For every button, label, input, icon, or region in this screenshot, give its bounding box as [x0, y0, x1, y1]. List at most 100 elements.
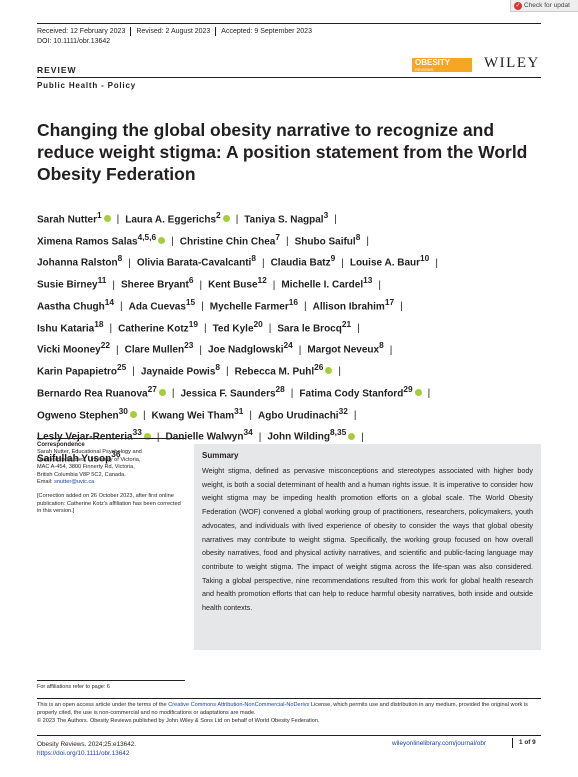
author-name[interactable]: Kwang Wei Tham [151, 409, 235, 421]
author-name[interactable]: Laura A. Eggerichs [125, 214, 217, 226]
author-affiliation[interactable]: 28 [275, 383, 285, 394]
author-affiliation[interactable]: 36 [111, 449, 121, 460]
author-affiliation[interactable]: 31 [234, 405, 244, 416]
author-affiliation[interactable]: 32 [338, 405, 348, 416]
author-name[interactable]: Ximena Ramos Salas [37, 236, 138, 248]
email-link[interactable]: snutter@uvic.ca [54, 479, 95, 486]
author-name[interactable]: Louise A. Baur [349, 257, 421, 269]
author-affiliation[interactable]: 6 [188, 275, 194, 286]
author-name[interactable]: Jaynaide Powis [140, 366, 216, 378]
orcid-icon[interactable] [348, 432, 356, 440]
author-affiliation[interactable]: 13 [363, 275, 373, 286]
author-affiliation[interactable]: 15 [185, 296, 196, 307]
doi-link[interactable]: https://doi.org/10.1111/obr.13642 [37, 750, 130, 757]
author-name[interactable]: Shubo Saiful [294, 236, 356, 248]
author-affiliation[interactable]: 26 [314, 362, 324, 373]
journal-site-link[interactable]: wileyonlinelibrary.com/journal/obr [392, 740, 487, 747]
author-name[interactable]: Lesly Vejar-Renteria [37, 431, 133, 443]
obesity-reviews-logo: OBESITY REVIEWS [412, 58, 472, 72]
author-affiliation[interactable]: 8 [117, 253, 123, 264]
author-name[interactable]: Karin Papapietro [37, 366, 118, 378]
author-affiliation[interactable]: 9 [330, 253, 336, 264]
author-name[interactable]: Ted Kyle [212, 323, 254, 334]
author-affiliation[interactable]: 18 [94, 318, 104, 329]
orcid-icon[interactable] [222, 215, 230, 223]
author-affiliation[interactable]: 1 [97, 210, 102, 220]
author-affiliation[interactable]: 8 [379, 340, 384, 351]
author-name[interactable]: Agbo Urudinachi [258, 409, 339, 421]
author-affiliation[interactable]: 19 [188, 318, 198, 329]
author-name[interactable]: Margot Neveux [307, 344, 380, 356]
author-name[interactable]: Rebecca M. Puhl [234, 366, 315, 378]
author-name[interactable]: Sheree Bryant [121, 279, 189, 291]
orcid-icon[interactable] [158, 237, 166, 245]
author-name[interactable]: Mychelle Farmer [209, 301, 289, 313]
author-affiliation[interactable]: 8 [251, 253, 256, 264]
author-name[interactable]: Ada Cuevas [128, 301, 186, 313]
author-affiliation[interactable]: 33 [132, 427, 142, 438]
author-name[interactable]: Kent Buse [208, 279, 258, 291]
author-name[interactable]: Sarah Nutter [37, 214, 98, 226]
author-affiliation[interactable]: 12 [257, 275, 267, 286]
author-name[interactable]: Saifullah Yusop [37, 453, 112, 465]
orcid-icon[interactable] [129, 410, 137, 418]
author-affiliation[interactable]: 17 [384, 296, 395, 307]
orcid-icon[interactable] [325, 367, 333, 375]
author-name[interactable]: Fatima Cody Stanford [299, 388, 404, 400]
author-name[interactable]: Sara le Brocq [277, 323, 342, 334]
author-name[interactable]: Danielle Walwyn [165, 431, 244, 443]
author-line: Sarah Nutter1 | Laura A. Eggerichs2 | Taniya… [37, 207, 537, 229]
author-affiliation[interactable]: 16 [288, 296, 298, 307]
author-name[interactable]: Allison Ibrahim [312, 301, 385, 313]
author-affiliation[interactable]: 11 [97, 275, 107, 286]
author-name[interactable]: Vicki Mooney [37, 344, 101, 356]
author-separator: | [338, 366, 341, 378]
author-affiliation[interactable]: 27 [147, 383, 157, 394]
author-separator: | [112, 279, 116, 291]
orcid-icon[interactable] [414, 389, 422, 397]
author-affiliation[interactable]: 25 [117, 362, 127, 373]
author-affiliation[interactable]: 34 [243, 427, 253, 438]
author-name[interactable]: Taniya S. Nagpal [244, 214, 324, 226]
author-name[interactable]: Bernardo Rea Ruanova [37, 388, 148, 400]
author-name[interactable]: Catherine Kotz [118, 323, 189, 334]
author-affiliation[interactable]: 22 [100, 340, 110, 351]
author-affiliation[interactable]: 30 [118, 405, 128, 416]
author-name[interactable]: Olivia Barata-Cavalcanti [136, 257, 252, 269]
author-affiliation[interactable]: 23 [184, 340, 194, 351]
author-name[interactable]: Michelle I. Cardel [281, 279, 364, 291]
author-affiliation[interactable]: 14 [104, 296, 115, 307]
article-type-rule [37, 77, 541, 78]
author-name[interactable]: Clare Mullen [124, 344, 185, 356]
author-affiliation[interactable]: 2 [216, 210, 221, 220]
author-line: Karin Papapietro25 | Jaynaide Powis8 | Rebec… [37, 359, 537, 381]
author-name[interactable]: Claudia Batz [270, 257, 331, 269]
author-name[interactable]: Susie Birney [37, 279, 98, 291]
author-affiliation[interactable]: 8 [355, 231, 361, 242]
author-name[interactable]: Jessica F. Saunders [180, 388, 276, 400]
author-affiliation[interactable]: 24 [283, 340, 293, 351]
orcid-icon[interactable] [143, 432, 151, 440]
author-affiliation[interactable]: 29 [403, 383, 413, 394]
author-affiliation[interactable]: 4,5,6 [137, 231, 157, 242]
author-name[interactable]: Ogweno Stephen [37, 409, 119, 421]
author-name[interactable]: Christine Chin Chea [179, 236, 276, 248]
check-for-updates-badge[interactable]: ✓ Check for updat [510, 0, 578, 12]
author-name[interactable]: Johanna Ralston [37, 257, 118, 269]
author-name[interactable]: John Wilding [267, 431, 331, 443]
license-link[interactable]: Creative Commons Attribution-NonCommerci… [168, 702, 310, 708]
author-affiliation[interactable]: 8 [215, 362, 221, 373]
author-name[interactable]: Ishu Kataria [37, 323, 95, 334]
author-name[interactable]: Joe Nadglowski [207, 344, 284, 356]
orcid-icon[interactable] [158, 389, 166, 397]
author-affiliation[interactable]: 3 [323, 210, 329, 220]
author-affiliation[interactable]: 20 [253, 318, 263, 329]
check-updates-label: Check for updat [524, 2, 570, 9]
orcid-icon[interactable] [103, 215, 111, 223]
author-name[interactable]: Aastha Chugh [37, 301, 105, 313]
author-affiliation[interactable]: 21 [341, 318, 352, 329]
author-affiliation[interactable]: 7 [275, 231, 280, 242]
author-affiliation[interactable]: 8,35 [330, 427, 347, 438]
author-separator: | [120, 301, 123, 313]
author-affiliation[interactable]: 10 [420, 253, 430, 264]
